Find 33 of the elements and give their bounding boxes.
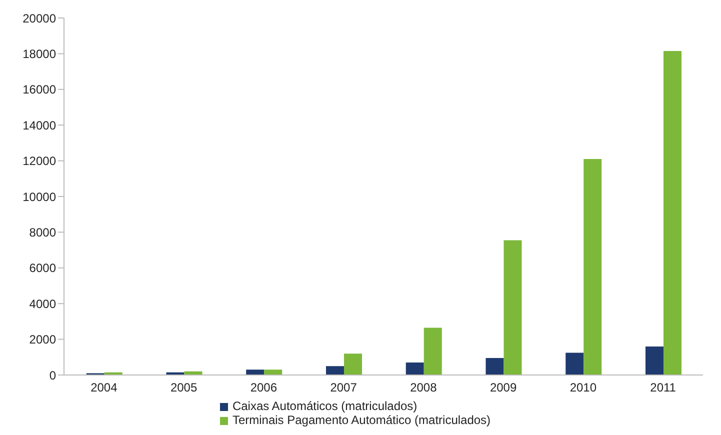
bar: [406, 362, 424, 375]
x-tick-label: 2004: [90, 380, 118, 395]
x-tick-label: 2008: [410, 380, 438, 395]
y-tick-label: 20000: [22, 11, 56, 26]
y-tick-label: 4000: [29, 296, 56, 311]
bar: [504, 240, 522, 375]
y-tick-label: 2000: [29, 332, 56, 347]
bar: [566, 352, 584, 375]
bar: [424, 328, 442, 375]
bar: [264, 370, 282, 375]
bar: [645, 346, 664, 375]
y-tick-label: 12000: [22, 154, 56, 168]
x-tick-label: 2006: [250, 380, 278, 395]
x-tick-label: 2010: [570, 380, 597, 395]
y-tick-label: 0: [49, 368, 56, 382]
legend-label: Terminais Pagamento Automático (matriculados): [232, 413, 491, 427]
y-tick-label: 6000: [29, 261, 56, 276]
legend-label: Caixas Automáticos (matriculados): [232, 399, 418, 413]
y-tick-label: 14000: [22, 118, 56, 132]
bar: [584, 159, 602, 375]
x-tick-label: 2009: [490, 380, 517, 395]
y-tick-label: 8000: [29, 225, 56, 240]
y-tick-label: 18000: [22, 46, 56, 61]
y-tick-label: 10000: [22, 190, 56, 204]
y-tick-label: 16000: [22, 82, 56, 97]
x-tick-label: 2011: [650, 380, 676, 395]
bar: [663, 51, 682, 375]
bar: [326, 366, 344, 375]
x-tick-label: 2007: [330, 380, 358, 395]
bar: [486, 358, 504, 375]
bar: [246, 370, 264, 375]
x-tick-label: 2005: [170, 380, 198, 395]
bar: [344, 354, 362, 375]
